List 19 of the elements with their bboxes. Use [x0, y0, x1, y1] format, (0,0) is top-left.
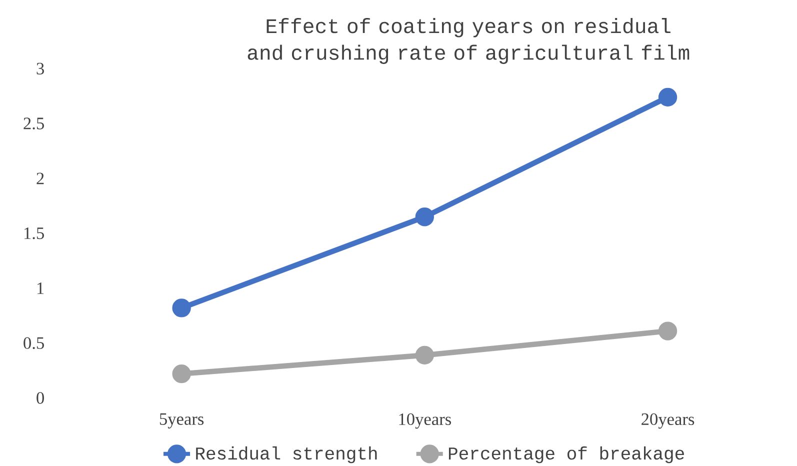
point: [172, 364, 191, 384]
point: [658, 88, 678, 107]
y-tick-label: 2: [36, 172, 44, 184]
point: [415, 208, 434, 226]
legend-label: Percentage of breakage: [448, 446, 684, 464]
legend-label: Residual strength: [196, 446, 377, 464]
y-tick-label: 1: [37, 282, 44, 294]
y-tick-label: 1.5: [24, 227, 44, 240]
x-tick-label: 5years: [160, 413, 204, 428]
chart-title: Effect of coating years on residual and crushing rate of agricultural film: [248, 18, 690, 64]
point: [172, 298, 191, 318]
x-tick-label: 10years: [399, 413, 452, 429]
point: [415, 346, 434, 365]
y-tick-label: 0: [36, 392, 44, 404]
x-tick-label: 20years: [642, 413, 694, 429]
y-tick-label: 3: [36, 62, 44, 74]
y-tick-label: 2.5: [24, 118, 44, 130]
point: [658, 322, 678, 340]
y-tick-label: 0.5: [24, 337, 44, 349]
